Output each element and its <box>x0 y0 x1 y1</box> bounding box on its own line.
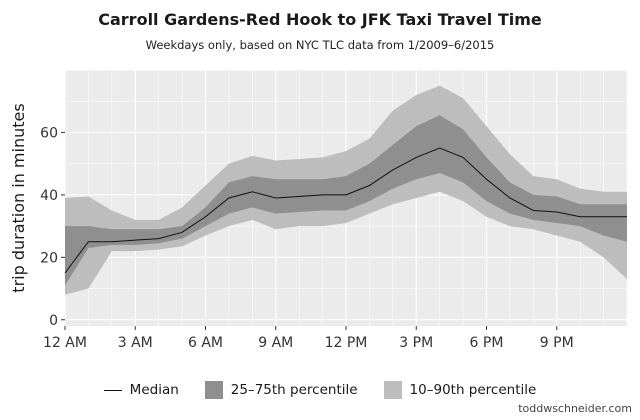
legend-swatch-median <box>103 389 122 391</box>
x-tick-label: 12 PM <box>325 335 368 351</box>
legend-label-10-90: 10–90th percentile <box>409 382 537 398</box>
chart-title: Carroll Gardens-Red Hook to JFK Taxi Tra… <box>98 10 542 29</box>
x-tick-label: 3 PM <box>399 335 433 351</box>
x-tick-label: 6 AM <box>188 335 223 351</box>
legend-item-median: Median <box>103 382 179 398</box>
y-axis-label: trip duration in minutes <box>9 103 28 292</box>
legend: Median 25–75th percentile 10–90th percen… <box>0 381 640 399</box>
median-line <box>64 147 627 274</box>
legend-label-median: Median <box>129 382 179 398</box>
x-tick-label: 9 AM <box>258 335 293 351</box>
legend-swatch-10-90 <box>383 381 402 399</box>
x-tick-label: 9 PM <box>540 335 574 351</box>
credit-text: toddwschneider.com <box>518 402 632 415</box>
chart-subtitle: Weekdays only, based on NYC TLC data fro… <box>145 38 495 52</box>
y-axis-ticks: 0 20 40 60 <box>40 125 65 329</box>
y-tick-label: 20 <box>40 250 58 266</box>
x-axis-ticks: 12 AM 3 AM 6 AM 9 AM 12 PM 3 PM 6 PM 9 PM <box>43 326 574 351</box>
x-tick-label: 3 AM <box>118 335 153 351</box>
y-tick-label: 40 <box>40 188 58 204</box>
legend-item-10-90: 10–90th percentile <box>383 381 537 399</box>
legend-swatch-25-75 <box>204 381 223 399</box>
legend-label-25-75: 25–75th percentile <box>230 382 358 398</box>
x-tick-label: 12 AM <box>43 335 87 351</box>
band-25-75-percentile <box>65 115 627 286</box>
chart-plot: 0 20 40 60 12 AM 3 AM 6 AM 9 AM 12 PM 3 PM 6 PM 9 … <box>9 69 628 351</box>
y-tick-label: 0 <box>49 313 58 329</box>
x-tick-label: 6 PM <box>470 335 504 351</box>
y-tick-label: 60 <box>40 125 58 141</box>
legend-item-25-75: 25–75th percentile <box>204 381 358 399</box>
